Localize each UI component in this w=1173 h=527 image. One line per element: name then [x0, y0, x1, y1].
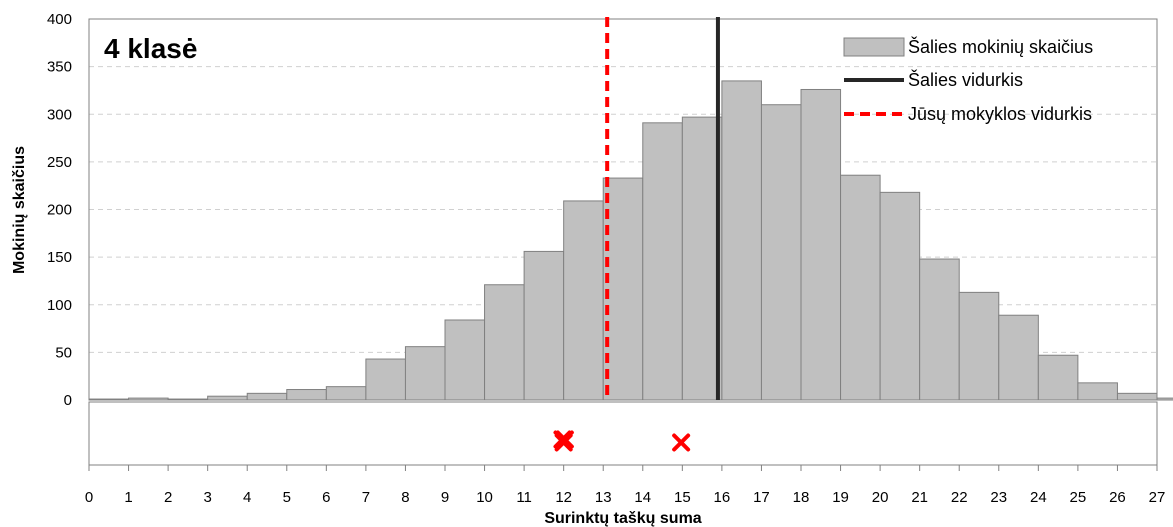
histogram-bar	[1077, 382, 1118, 401]
x-tick-label: 1	[124, 489, 132, 506]
histogram-bar	[879, 191, 921, 401]
y-tick-label: 200	[47, 202, 72, 219]
y-tick-label: 350	[47, 59, 72, 76]
x-tick-label: 10	[476, 489, 493, 506]
x-tick-label: 26	[1109, 489, 1126, 506]
x-tick-label: 21	[911, 489, 928, 506]
x-tick-label: 9	[441, 489, 449, 506]
y-tick-labels: 0 50 100 150 200 250 300 350 400	[47, 11, 72, 409]
x-tick-label: 13	[595, 489, 612, 506]
y-tick-label: 250	[47, 154, 72, 171]
legend-label-school-mean: Jūsų mokyklos vidurkis	[908, 104, 1092, 124]
histogram-bar	[840, 174, 881, 401]
x-tick-label: 3	[203, 489, 211, 506]
plot-frame	[88, 18, 1158, 401]
histogram-bar	[484, 284, 525, 401]
legend-swatch-histogram	[843, 37, 905, 57]
y-tick-label: 300	[47, 106, 72, 123]
histogram-bar	[721, 80, 762, 401]
school-score-marks	[553, 430, 691, 452]
histogram-bar	[800, 88, 842, 401]
x-tick-label: 15	[674, 489, 691, 506]
legend: Šalies mokinių skaičius Šalies vidurkis …	[843, 36, 1093, 124]
x-tick-label: 25	[1070, 489, 1087, 506]
histogram-bar	[958, 291, 1000, 401]
y-axis-title: Mokinių skaičius	[11, 146, 28, 274]
y-tick-label: 150	[47, 249, 72, 266]
x-tick-label: 20	[872, 489, 889, 506]
histogram-bar	[998, 314, 1039, 401]
histogram-bar	[325, 386, 367, 401]
histogram-bar	[365, 358, 406, 401]
x-tick-label: 7	[362, 489, 370, 506]
x-tick-label: 0	[85, 489, 93, 506]
x-tick-label: 4	[243, 489, 251, 506]
histogram-bar	[919, 258, 960, 401]
school-scores-strip	[88, 401, 1158, 466]
y-tick-label: 100	[47, 297, 72, 314]
histogram-bar	[246, 392, 288, 401]
y-tick-label: 0	[64, 392, 72, 409]
histogram-bar	[523, 250, 565, 401]
x-tick-label: 16	[714, 489, 731, 506]
histogram-bar	[1116, 392, 1158, 401]
bars	[88, 80, 1173, 401]
histogram-bar	[404, 346, 446, 401]
school-score-mark	[555, 430, 574, 449]
x-tick-label: 6	[322, 489, 330, 506]
school-score-mark	[672, 433, 691, 452]
mean-lines	[605, 17, 720, 400]
histogram-bar	[681, 116, 723, 401]
x-tick-label: 12	[555, 489, 572, 506]
histogram-bar	[207, 395, 248, 401]
histogram-bar	[286, 389, 327, 401]
x-tick-label: 5	[283, 489, 291, 506]
legend-label-histogram: Šalies mokinių skaičius	[908, 36, 1093, 57]
x-ticks: 0 1 2 3 4 5 6 7 8 9 10 11 12 13 14 15 16 17 18 19 20 21 22 23 24…	[85, 465, 1166, 506]
x-tick-label: 17	[753, 489, 770, 506]
histogram-bar	[642, 122, 683, 401]
x-tick-label: 14	[634, 489, 651, 506]
histogram-bar	[444, 319, 486, 401]
histogram-bar	[1037, 354, 1079, 401]
x-tick-label: 27	[1149, 489, 1166, 506]
y-tick-label: 400	[47, 11, 72, 28]
x-tick-label: 24	[1030, 489, 1047, 506]
x-tick-label: 2	[164, 489, 172, 506]
x-tick-label: 19	[832, 489, 849, 506]
x-tick-label: 23	[990, 489, 1007, 506]
panel-title: 4 klasė	[104, 33, 197, 64]
x-tick-label: 22	[951, 489, 968, 506]
x-tick-label: 8	[401, 489, 409, 506]
legend-label-national-mean: Šalies vidurkis	[908, 69, 1023, 90]
histogram-bar	[563, 200, 604, 401]
x-axis-title: Surinktų taškų suma	[544, 510, 701, 527]
y-tick-label: 50	[55, 344, 72, 361]
histogram-bar	[1156, 397, 1173, 401]
x-tick-label: 11	[516, 489, 532, 506]
histogram-bar	[760, 104, 802, 401]
x-tick-label: 18	[793, 489, 810, 506]
